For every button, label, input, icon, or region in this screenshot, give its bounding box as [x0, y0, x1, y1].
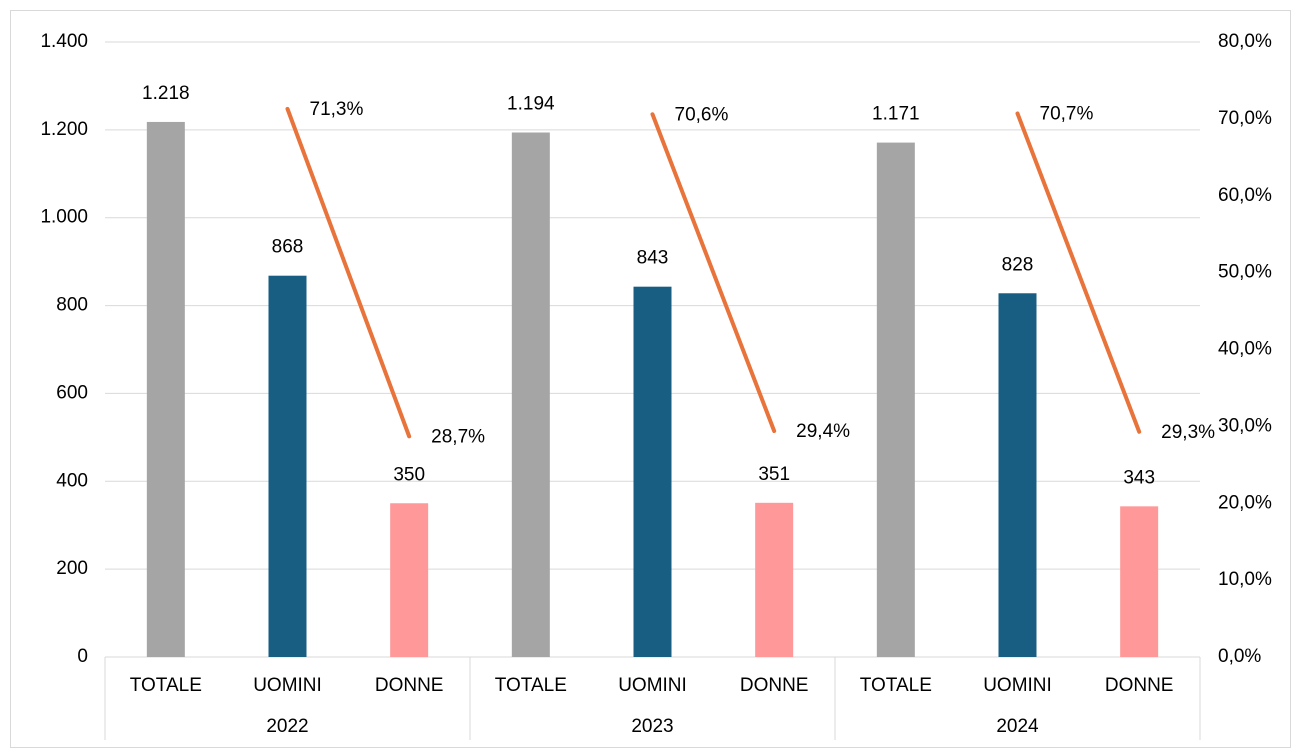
- y2-tick-label: 80,0%: [1218, 31, 1272, 52]
- data-label: 28,7%: [431, 426, 485, 447]
- y2-tick-label: 40,0%: [1218, 339, 1272, 360]
- x-tick-label: DONNE: [740, 675, 809, 696]
- group-label: 2023: [631, 716, 673, 737]
- data-label: 71,3%: [310, 99, 364, 120]
- y2-tick-label: 0,0%: [1218, 646, 1261, 667]
- bar: [268, 275, 307, 657]
- y-tick-label: 400: [56, 470, 88, 491]
- x-tick-label: TOTALE: [860, 675, 932, 696]
- data-label: 29,4%: [796, 421, 850, 442]
- group-label: 2024: [996, 716, 1039, 737]
- bar: [1120, 506, 1159, 657]
- data-label: 351: [758, 464, 790, 485]
- y2-tick-label: 30,0%: [1218, 415, 1272, 436]
- bar: [633, 286, 672, 657]
- chart-border: [10, 10, 1291, 748]
- data-label: 843: [637, 248, 669, 269]
- y-tick-label: 1.400: [40, 31, 88, 52]
- y-tick-label: 200: [56, 558, 88, 579]
- data-label: 70,7%: [1040, 104, 1094, 125]
- data-label: 1.171: [872, 104, 920, 125]
- y2-tick-label: 60,0%: [1218, 185, 1272, 206]
- data-label: 828: [1002, 254, 1034, 275]
- bar: [511, 132, 550, 657]
- bar: [876, 142, 915, 657]
- data-label: 343: [1123, 467, 1155, 488]
- data-label: 70,6%: [675, 104, 729, 125]
- x-tick-label: UOMINI: [253, 675, 322, 696]
- x-tick-label: UOMINI: [618, 675, 687, 696]
- data-label: 1.218: [142, 83, 190, 104]
- y2-tick-label: 50,0%: [1218, 262, 1272, 283]
- y2-tick-label: 70,0%: [1218, 108, 1272, 129]
- bar: [146, 121, 185, 657]
- bar: [390, 503, 429, 657]
- data-label: 868: [272, 237, 304, 258]
- y-tick-label: 1.200: [40, 119, 88, 140]
- x-tick-label: DONNE: [375, 675, 444, 696]
- x-tick-label: UOMINI: [983, 675, 1052, 696]
- x-tick-label: TOTALE: [130, 675, 202, 696]
- x-tick-label: TOTALE: [495, 675, 567, 696]
- data-label: 350: [393, 464, 425, 485]
- group-label: 2022: [266, 716, 308, 737]
- y2-tick-label: 10,0%: [1218, 569, 1272, 590]
- data-label: 29,3%: [1161, 422, 1215, 443]
- data-label: 1.194: [507, 94, 555, 115]
- y-tick-label: 600: [56, 382, 88, 403]
- x-tick-label: DONNE: [1105, 675, 1174, 696]
- y-tick-label: 800: [56, 295, 88, 316]
- bar: [998, 293, 1037, 657]
- y-tick-label: 0: [77, 646, 88, 667]
- line: [285, 106, 1142, 439]
- y-tick-label: 1.000: [40, 207, 88, 228]
- y2-tick-label: 20,0%: [1218, 492, 1272, 513]
- bar: [755, 502, 794, 657]
